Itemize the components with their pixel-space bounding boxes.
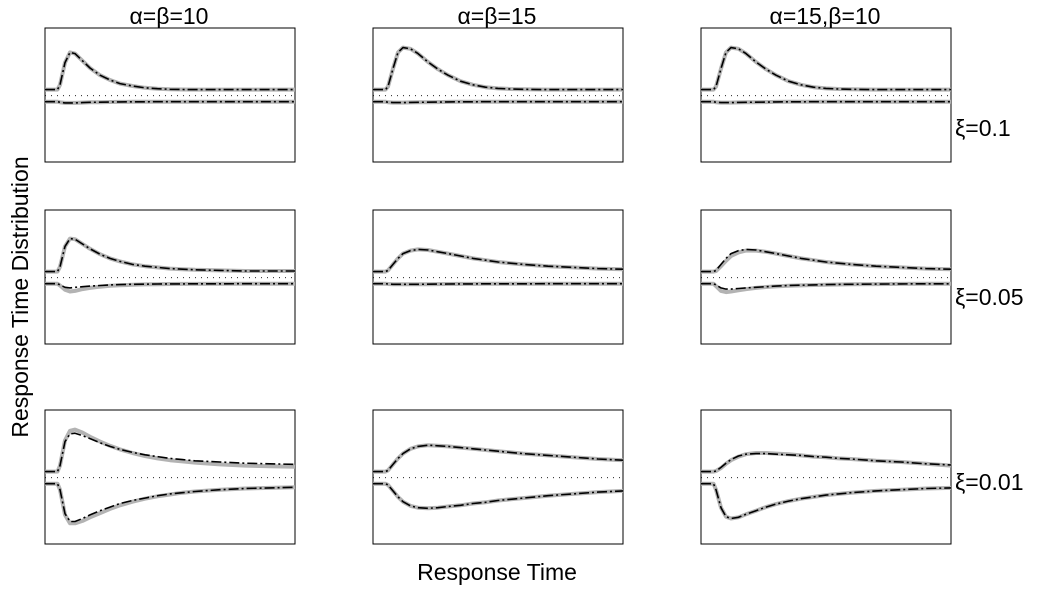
upper-approx-curve xyxy=(45,432,296,473)
upper-approx-curve xyxy=(373,46,623,91)
upper-approx-curve xyxy=(701,46,951,91)
lower-approx-curve xyxy=(45,282,295,289)
column-title-1: α=β=15 xyxy=(458,3,537,29)
panel-frame xyxy=(700,209,952,345)
upper-approx-curve xyxy=(701,452,952,473)
panel-r2-c2 xyxy=(700,409,952,545)
panel-r0-c2 xyxy=(700,27,952,163)
upper-approx-curve xyxy=(373,444,624,473)
panel-r2-c0 xyxy=(44,409,296,545)
lower-approx-curve xyxy=(373,282,623,286)
lower-approx-curve xyxy=(45,100,295,104)
column-titles: α=β=10 α=β=15 α=15,β=10 xyxy=(130,3,881,29)
upper-approx-curve xyxy=(45,51,295,91)
panel-r0-c1 xyxy=(372,27,624,163)
lower-approx-curve xyxy=(701,100,951,104)
panel-frame xyxy=(372,209,624,345)
panel-r1-c2 xyxy=(700,209,952,345)
y-axis-label: Response Time Distribution xyxy=(7,156,33,437)
lower-approx-curve xyxy=(45,482,296,523)
lower-approx-curve xyxy=(701,282,951,290)
panel-r0-c0 xyxy=(44,27,296,163)
column-title-0: α=β=10 xyxy=(130,3,209,29)
panel-grid xyxy=(44,27,952,545)
panel-frame xyxy=(700,409,952,545)
panel-r1-c1 xyxy=(372,209,624,345)
upper-approx-curve xyxy=(45,237,295,273)
upper-approx-curve xyxy=(373,248,624,273)
row-label-1: ξ=0.05 xyxy=(955,284,1024,310)
row-label-2: ξ=0.01 xyxy=(955,469,1024,495)
upper-approx-curve xyxy=(701,248,952,273)
panel-r2-c1 xyxy=(372,409,624,545)
row-label-0: ξ=0.1 xyxy=(955,115,1011,141)
lower-approx-curve xyxy=(373,482,624,510)
x-axis-label: Response Time xyxy=(417,559,577,585)
row-labels: ξ=0.1 ξ=0.05 ξ=0.01 xyxy=(955,115,1024,495)
panel-r1-c0 xyxy=(44,209,296,345)
panel-frame xyxy=(44,209,296,345)
lower-approx-curve xyxy=(373,100,623,104)
panel-frame xyxy=(372,409,624,545)
column-title-2: α=15,β=10 xyxy=(770,3,881,29)
lower-approx-curve xyxy=(701,482,952,520)
panel-frame xyxy=(44,27,296,163)
panel-frame xyxy=(44,409,296,545)
